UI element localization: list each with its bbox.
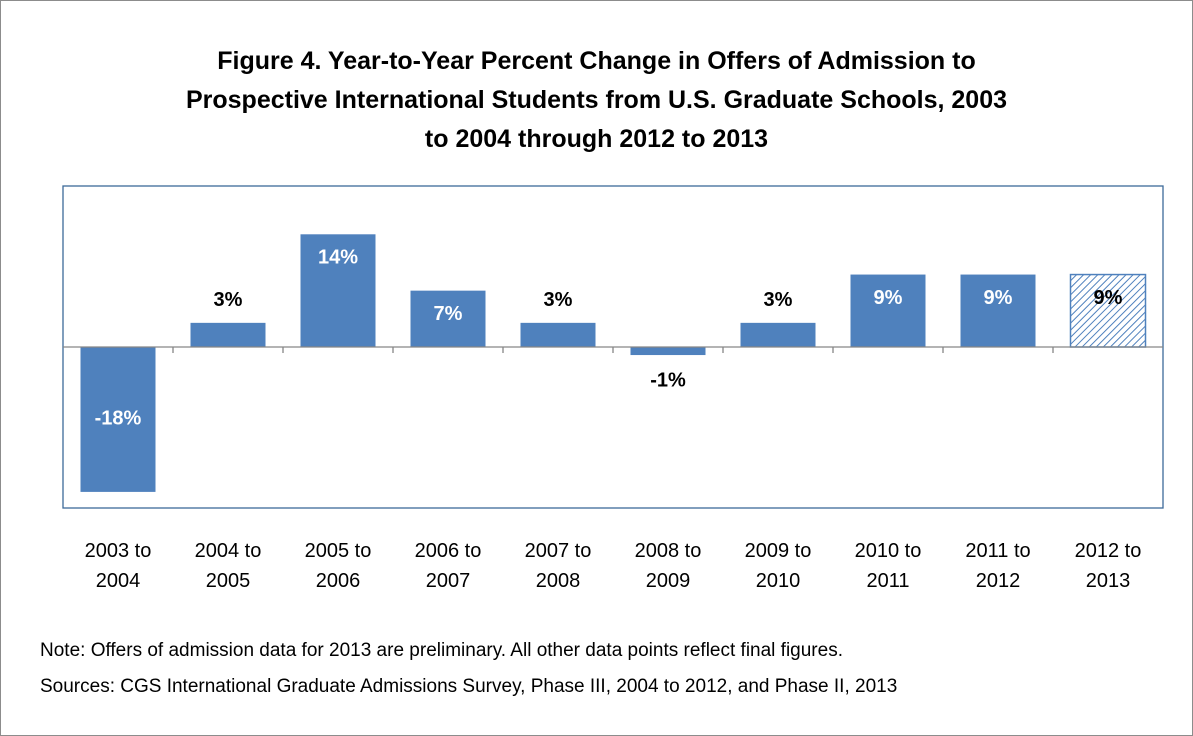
x-tick-label: 2011 to 2012 [965,540,1031,592]
bar [80,347,156,492]
bar [410,290,486,347]
data-label: 9% [874,287,903,309]
data-label: 7% [434,303,463,325]
bar [520,322,596,347]
bar [300,234,376,347]
x-tick-label: 2003 to 2004 [84,540,152,592]
x-tick-label: 2005 to 2006 [304,540,372,592]
x-tick-label: 2004 to 2005 [194,540,262,592]
data-label: 3% [764,289,793,311]
x-tick-label: 2009 to 2010 [744,540,812,592]
bar [630,347,706,356]
bar [190,322,266,347]
data-label: 3% [544,289,573,311]
bar [960,274,1036,347]
x-tick-label: 2012 to 2013 [1074,540,1142,592]
source: Sources: CGS International Graduate Admi… [40,676,898,697]
x-tick-label: 2008 to 2009 [634,540,702,592]
data-label: 9% [984,287,1013,309]
data-label: -1% [650,369,686,391]
bar [740,322,816,347]
data-label: 14% [318,247,358,269]
bar [1069,273,1147,348]
chart-title: Figure 4. Year-to-Year Percent Change in… [185,47,1008,153]
x-tick-label: 2010 to 2011 [854,540,922,592]
data-label: 3% [214,289,243,311]
bar [850,274,926,347]
note: Note: Offers of admission data for 2013 … [40,640,843,661]
data-label: 9% [1094,287,1123,309]
data-label: -18% [95,408,142,430]
x-tick-label: 2007 to 2008 [524,540,592,592]
x-tick-label: 2006 to 2007 [414,540,482,592]
